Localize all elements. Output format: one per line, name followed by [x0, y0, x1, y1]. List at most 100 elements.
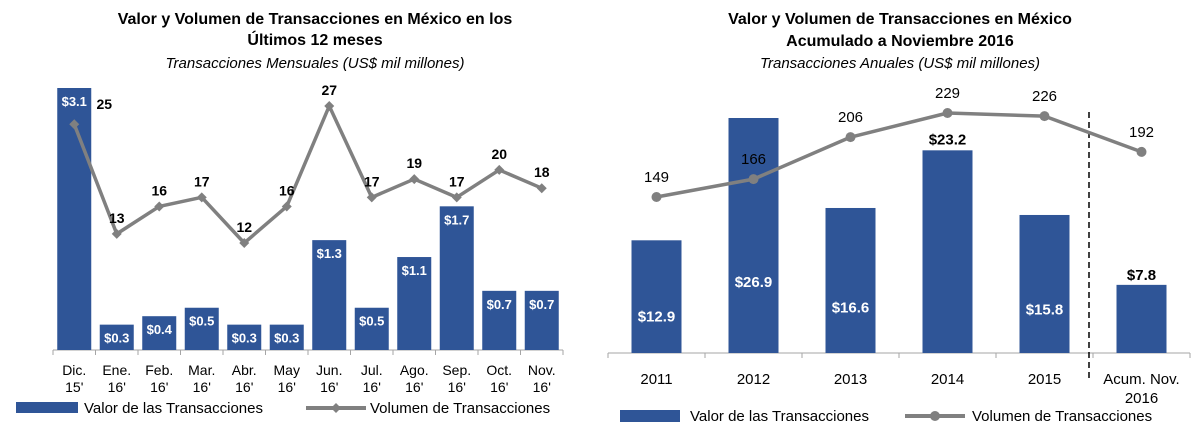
- left-category-label: Dic.: [62, 362, 86, 378]
- right-volume-point: [845, 132, 856, 143]
- left-category-label: 16': [448, 379, 466, 395]
- left-volume-point: [281, 201, 292, 212]
- left-category-label: Nov.: [528, 362, 556, 378]
- right-subtitle: Transacciones Anuales (US$ mil millones): [760, 55, 1040, 72]
- left-category-label: Feb.: [145, 362, 173, 378]
- right-volume-point: [942, 108, 953, 118]
- right-bar: [825, 207, 876, 353]
- right-category-label: 2012: [737, 371, 770, 388]
- right-bar: [1019, 214, 1070, 353]
- left-bar: [439, 206, 474, 350]
- right-legend-line-marker: [930, 411, 940, 421]
- right-bar: [728, 118, 779, 353]
- left-category-label: Jul.: [361, 362, 383, 378]
- left-volume-label: 18: [534, 164, 550, 180]
- left-title-line1: Valor y Volumen de Transacciones en Méxi…: [118, 11, 513, 28]
- right-category-label: 2016: [1125, 390, 1158, 407]
- left-volume-label: 19: [406, 155, 422, 171]
- right-volume-label: 229: [935, 85, 960, 102]
- right-legend-bar-label: Valor de las Transacciones: [690, 408, 869, 425]
- right-title-line2: Acumulado a Noviembre 2016: [786, 33, 1014, 50]
- left-volume-label: 13: [109, 210, 125, 226]
- right-plot: $12.9 $26.9 $16.6 $23.2 $15.8 $7.8 149 166 206 22…: [607, 85, 1191, 407]
- right-volume-label: 206: [838, 109, 863, 126]
- right-volume-point: [748, 174, 759, 185]
- left-category-label: 16': [405, 379, 423, 395]
- left-category-label: May: [274, 362, 300, 378]
- left-bar-value-label: $0.3: [232, 331, 257, 346]
- left-legend: Valor de las Transacciones Volumen de Tr…: [16, 400, 550, 417]
- left-volume-label: 17: [449, 173, 465, 189]
- right-volume-point: [651, 192, 662, 202]
- right-category-label: 2014: [931, 371, 964, 388]
- left-volume-label: 17: [194, 173, 210, 189]
- right-bar-value-label: $12.9: [638, 308, 676, 325]
- left-category-label: 16': [278, 379, 296, 395]
- left-volume-line: [72, 104, 543, 245]
- left-legend-bar-label: Valor de las Transacciones: [84, 400, 263, 417]
- left-bar-value-label: $1.3: [317, 246, 342, 261]
- left-bar: [142, 316, 177, 350]
- right-legend-bar-swatch: [620, 410, 680, 422]
- right-volume-point: [1039, 111, 1050, 122]
- left-legend-bar-swatch: [16, 402, 78, 413]
- right-bar-value-label: $16.6: [832, 299, 870, 316]
- left-category-label: Jun.: [316, 362, 342, 378]
- left-category-label: 16': [150, 379, 168, 395]
- left-bar: [269, 324, 304, 350]
- left-volume-point: [451, 192, 462, 203]
- left-volume-label: 20: [491, 146, 507, 162]
- left-volume-label: 25: [96, 96, 112, 112]
- left-volume-point: [409, 174, 420, 185]
- left-volume-point: [111, 228, 122, 239]
- left-volume-point: [154, 201, 165, 212]
- left-bar-value-label: $1.7: [444, 212, 469, 227]
- left-volume-label: 27: [321, 82, 337, 98]
- right-volume-point: [1136, 146, 1147, 157]
- right-title-line1: Valor y Volumen de Transacciones en Méxi…: [728, 11, 1072, 28]
- left-bar: [524, 290, 559, 350]
- left-category-label: Sep.: [442, 362, 471, 378]
- left-volume-label: 16: [279, 182, 295, 198]
- left-bar: [99, 324, 134, 350]
- left-bar-value-label: $0.5: [359, 314, 384, 329]
- right-volume-label: 192: [1129, 124, 1154, 141]
- left-volume-point: [69, 119, 80, 130]
- left-bar: [57, 88, 92, 350]
- plots: $3.1 $0.3 $0.4 $0.5 $0.3 $0.3 $1.3 $0.5 $1.1 $1.7…: [52, 82, 1191, 407]
- left-bar: [184, 307, 219, 350]
- left-volume-point: [196, 192, 207, 203]
- left-volume-point: [324, 101, 335, 111]
- left-bar-value-label: $0.4: [147, 322, 173, 337]
- right-bar-value-label: $23.2: [929, 131, 967, 148]
- left-category-label: Ago.: [400, 362, 429, 378]
- right-bar-value-label: $7.8: [1127, 267, 1156, 284]
- left-category-label: 16': [235, 379, 253, 395]
- left-category-label: 16': [108, 379, 126, 395]
- left-category-label: Ene.: [102, 362, 131, 378]
- left-category-label: Oct.: [486, 362, 512, 378]
- left-bar-value-label: $1.1: [402, 263, 427, 278]
- left-category-label: 16': [490, 379, 508, 395]
- right-bar-value-label: $26.9: [735, 274, 773, 291]
- left-volume-label: 12: [236, 219, 252, 235]
- left-subtitle: Transacciones Mensuales (US$ mil millone…: [166, 55, 465, 72]
- left-category-label: 16': [533, 379, 551, 395]
- left-category-label: Abr.: [232, 362, 257, 378]
- left-category-label: 16': [193, 379, 211, 395]
- right-bar: [631, 240, 682, 353]
- left-volume-label: 16: [151, 182, 167, 198]
- left-legend-line-marker: [331, 403, 341, 413]
- right-legend-line-label: Volumen de Transacciones: [972, 408, 1152, 425]
- right-category-label: Acum. Nov.: [1103, 371, 1179, 388]
- left-bar-value-label: $0.3: [274, 331, 299, 346]
- right-volume-line: [656, 111, 1143, 199]
- right-volume-label: 226: [1032, 88, 1057, 105]
- left-category-label: 16': [320, 379, 338, 395]
- right-bar: [922, 150, 973, 353]
- left-category-label: 15': [65, 379, 83, 395]
- left-bar: [397, 257, 432, 350]
- left-category-label: 16': [363, 379, 381, 395]
- left-bar-value-label: $3.1: [62, 94, 87, 109]
